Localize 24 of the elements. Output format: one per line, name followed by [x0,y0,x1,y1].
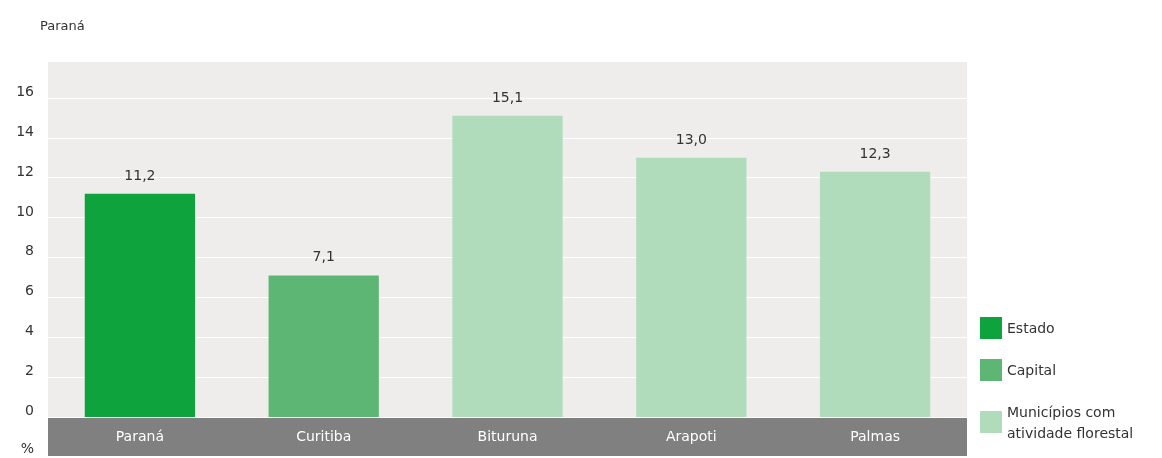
x-tick-label: Arapoti [665,428,717,444]
text: 11,2 [124,166,156,183]
x-tick-label: Bituruna [477,428,538,444]
y-tick-label: 0 [25,402,34,418]
text: 13,0 [675,130,707,147]
y-tick-label: 6 [25,282,35,299]
y-axis-title: % [20,440,34,456]
text: 7,1 [312,248,335,265]
legend-label: Municípios com atividade florestal [1007,403,1134,441]
y-tick-label: 10 [16,202,34,219]
y-tick-label: 4 [25,322,35,339]
legend-label: Capital [1007,362,1057,378]
x-tick-label: Palmas [850,428,900,444]
y-tick-label: 2 [25,362,34,379]
y-tick-label: 14 [16,122,35,139]
x-tick-label: Paraná [115,428,164,444]
x-tick-label: Curitiba [296,428,352,444]
y-tick-label: 16 [16,82,35,99]
text: 12,3 [859,144,891,161]
legend-label: Estado [1007,320,1055,336]
text: 15,1 [491,88,524,105]
chart-title: Paraná [40,18,85,33]
y-tick-label: 12 [16,162,34,179]
y-tick-label: 8 [25,242,34,259]
